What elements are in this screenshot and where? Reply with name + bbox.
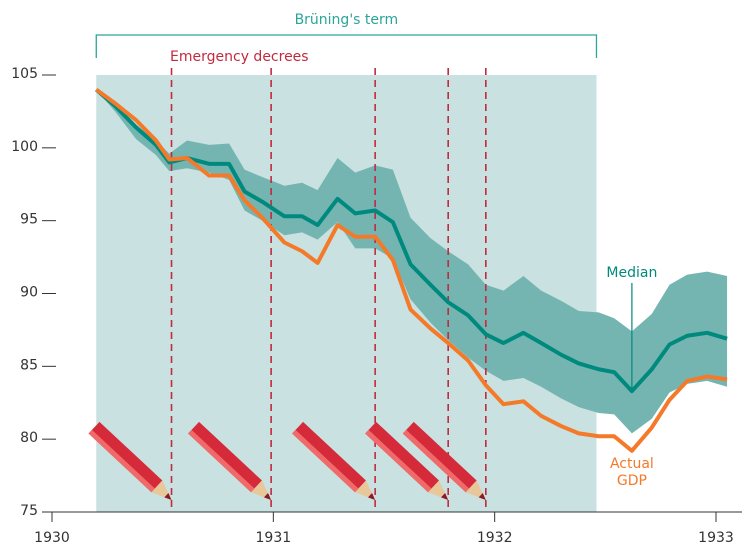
series-line bbox=[95, 87, 728, 453]
pencil-icon bbox=[188, 421, 272, 500]
pencil-body bbox=[402, 421, 477, 493]
term-label: Brüning's term bbox=[295, 12, 399, 28]
y-tick-label: 105 bbox=[11, 66, 38, 82]
pencil-stripe bbox=[402, 429, 470, 493]
pencil-body bbox=[88, 421, 163, 493]
pencil-lead bbox=[478, 493, 486, 500]
pencil-stripe bbox=[188, 429, 255, 493]
series-line bbox=[94, 88, 728, 394]
pencil-body bbox=[188, 421, 262, 493]
x-tick-label: 1932 bbox=[477, 530, 513, 546]
y-tick-label: 90 bbox=[20, 285, 38, 301]
x-tick-label: 1930 bbox=[34, 530, 70, 546]
pencil-stripe bbox=[365, 429, 432, 493]
pencil-icon bbox=[402, 421, 486, 500]
actual-label: Actual GDP bbox=[609, 456, 654, 489]
pencil-icon bbox=[88, 421, 172, 500]
pencil-body bbox=[292, 421, 366, 493]
y-tick-label: 95 bbox=[20, 212, 38, 228]
x-tick-label: 1931 bbox=[256, 530, 292, 546]
pencil-lead bbox=[367, 493, 376, 500]
pencil-body bbox=[365, 421, 440, 493]
pencil-stripe bbox=[88, 429, 155, 493]
decrees-label: Emergency decrees bbox=[170, 49, 309, 65]
pencil-lead bbox=[263, 493, 272, 500]
x-tick-label: 1933 bbox=[698, 530, 734, 546]
pencil-icon bbox=[365, 421, 449, 500]
y-tick-label: 80 bbox=[20, 430, 38, 446]
pencil-icon bbox=[292, 421, 376, 500]
y-tick-label: 100 bbox=[11, 139, 38, 155]
y-tick-label: 85 bbox=[20, 357, 38, 373]
y-tick-label: 75 bbox=[20, 503, 38, 519]
median-label: Median bbox=[606, 265, 658, 281]
term-bracket bbox=[95, 34, 598, 58]
pencil-stripe bbox=[292, 429, 359, 493]
pencil-lead bbox=[164, 493, 172, 500]
pencil-lead bbox=[441, 493, 449, 500]
range-band bbox=[96, 89, 728, 434]
